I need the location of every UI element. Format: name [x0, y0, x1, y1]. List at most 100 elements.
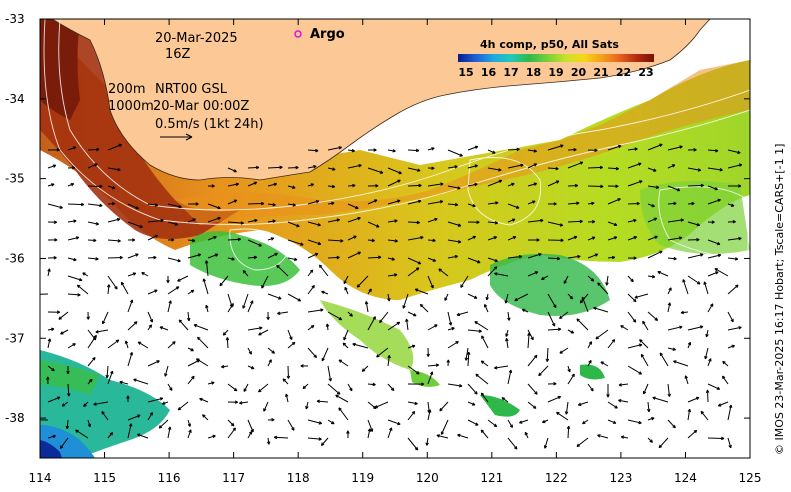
current-vector-head: [332, 167, 336, 171]
current-vector-head: [346, 430, 350, 434]
current-vector: [387, 179, 401, 187]
current-vector: [587, 185, 604, 187]
current-vector-head: [364, 301, 369, 305]
current-vector-head: [534, 391, 538, 395]
current-vector-head: [118, 143, 123, 148]
current-vector-head: [317, 223, 321, 227]
current-vector-head: [217, 205, 221, 210]
current-vector-head: [387, 298, 391, 302]
current-vector: [447, 255, 458, 259]
current-vector: [538, 365, 549, 377]
current-vector: [247, 431, 253, 439]
current-vector: [187, 311, 190, 321]
current-vector-head: [573, 147, 577, 152]
current-vector: [347, 251, 361, 259]
current-vector: [347, 383, 353, 392]
current-vector: [67, 203, 84, 206]
current-vector-head: [149, 319, 153, 323]
current-vector: [107, 239, 121, 242]
current-vector: [307, 309, 324, 313]
current-vector: [227, 183, 239, 187]
current-vector-head: [161, 401, 166, 405]
current-vector: [627, 219, 637, 223]
current-vector: [447, 341, 459, 349]
colorbar: [458, 54, 654, 62]
current-vector-head: [302, 385, 307, 390]
current-vector-head: [716, 386, 721, 390]
current-vector-head: [571, 373, 575, 378]
current-vector-head: [129, 423, 133, 427]
current-vector: [467, 257, 481, 264]
x-tick-label: 115: [93, 471, 116, 485]
current-vector-head: [285, 393, 289, 398]
current-vector-head: [484, 304, 488, 308]
current-vector-head: [77, 293, 81, 297]
current-vector-head: [651, 417, 655, 421]
current-vector: [327, 167, 336, 171]
current-vector: [419, 303, 429, 313]
current-vector-head: [156, 360, 160, 364]
current-vector: [527, 219, 544, 223]
current-vector-head: [682, 279, 686, 283]
current-vector-head: [600, 361, 604, 365]
current-vector: [487, 180, 502, 187]
current-vector: [687, 275, 701, 285]
current-vector: [127, 221, 143, 228]
current-vector-head: [672, 347, 676, 351]
current-vector: [407, 311, 417, 317]
current-vector: [387, 220, 398, 223]
current-vector-head: [434, 217, 438, 222]
current-vector-head: [614, 405, 618, 409]
current-vector: [343, 329, 349, 341]
current-vector-head: [132, 272, 137, 276]
current-vector: [707, 437, 725, 439]
current-vector-head: [250, 365, 255, 370]
current-vector-head: [553, 382, 557, 386]
current-vector: [402, 293, 409, 309]
leeuwin-current-band: [40, 19, 240, 239]
current-vector: [627, 365, 642, 375]
current-vector-head: [434, 324, 438, 328]
current-vector-head: [582, 420, 586, 425]
current-vector: [467, 419, 479, 426]
current-vector-head: [266, 316, 270, 320]
current-vector-head: [139, 224, 143, 229]
current-vector: [607, 145, 622, 151]
current-vector-head: [475, 422, 479, 426]
current-vector-head: [291, 341, 296, 346]
current-vector: [207, 236, 217, 241]
current-vector-head: [195, 358, 200, 362]
current-vector-head: [538, 372, 542, 377]
current-vector-head: [277, 311, 281, 315]
current-vector-head: [560, 144, 564, 148]
current-vector-head: [448, 322, 453, 326]
current-vector-head: [314, 252, 319, 257]
current-vector-head: [310, 325, 315, 329]
current-vector-head: [559, 350, 563, 354]
current-vector-head: [680, 218, 684, 222]
current-vector-head: [581, 296, 585, 301]
current-vector-head: [494, 272, 498, 276]
current-vector-head: [70, 183, 75, 187]
current-vector-head: [705, 333, 709, 338]
current-vector-head: [293, 257, 298, 262]
current-vector-head: [668, 287, 672, 291]
current-vector: [427, 409, 431, 421]
current-vector-head: [638, 420, 642, 425]
current-vector-head: [158, 425, 163, 429]
current-vector-head: [202, 414, 206, 418]
current-vector: [407, 236, 424, 241]
current-vector-head: [394, 219, 398, 223]
colorbar-label: 20: [571, 66, 587, 79]
current-vector-head: [336, 218, 340, 222]
current-vector-head: [498, 168, 502, 172]
current-vector-head: [296, 223, 300, 228]
current-vector-head: [373, 199, 378, 203]
current-vector: [427, 371, 433, 385]
current-vector-head: [459, 153, 463, 157]
current-vector-head: [672, 424, 676, 429]
current-vector: [682, 279, 689, 295]
current-vector-head: [53, 220, 58, 224]
current-vector: [267, 183, 277, 187]
current-vector-head: [505, 333, 509, 337]
